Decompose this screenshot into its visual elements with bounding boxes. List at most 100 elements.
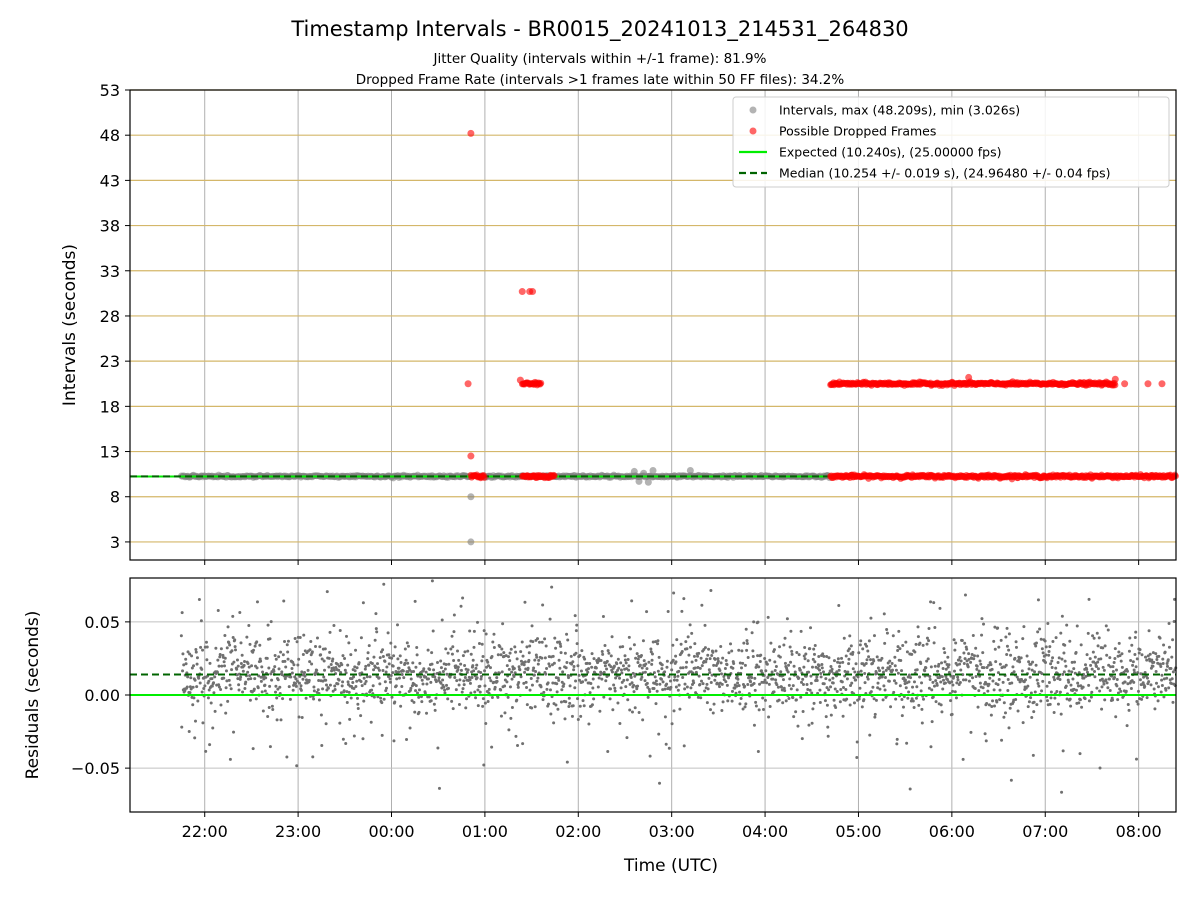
residual-point <box>1014 698 1018 702</box>
residual-point <box>851 667 855 671</box>
residual-point <box>883 675 887 679</box>
residual-point <box>1115 678 1119 682</box>
residual-point <box>481 654 485 658</box>
residual-point <box>235 658 239 662</box>
residual-point <box>950 712 954 716</box>
residual-point <box>1040 672 1044 676</box>
residual-point <box>1156 685 1160 689</box>
residual-point <box>308 660 312 664</box>
residual-point <box>1068 639 1072 643</box>
residual-point <box>561 670 565 674</box>
residual-point <box>873 712 877 716</box>
residual-point <box>1025 654 1029 658</box>
residual-point <box>845 697 849 701</box>
residual-point <box>367 663 371 667</box>
residual-point <box>551 654 555 658</box>
residual-point <box>811 657 815 661</box>
residual-point <box>248 642 252 646</box>
residual-point <box>812 647 816 651</box>
residual-point <box>621 664 625 668</box>
residual-point <box>568 701 572 705</box>
residual-point <box>489 679 493 683</box>
residual-point <box>352 687 356 691</box>
residual-point <box>487 687 491 691</box>
residual-point <box>555 682 559 686</box>
interval-point <box>635 477 643 485</box>
residual-point <box>947 670 951 674</box>
dropped-frame-point <box>965 373 973 381</box>
residual-point <box>681 666 685 670</box>
residual-point <box>188 652 192 656</box>
residual-point <box>1030 716 1034 720</box>
residual-point <box>832 659 836 663</box>
residual-point <box>941 687 945 691</box>
residual-point <box>517 665 521 669</box>
residual-point <box>988 676 992 680</box>
residual-point <box>692 654 696 658</box>
residual-point <box>574 679 578 683</box>
residual-point <box>255 640 259 644</box>
residual-point <box>543 656 547 660</box>
residual-point <box>247 623 251 627</box>
residual-point <box>1002 715 1006 719</box>
residual-point <box>523 660 527 664</box>
residual-point <box>787 683 791 687</box>
residual-point <box>1040 689 1044 693</box>
residual-point <box>342 689 346 693</box>
residual-point <box>927 686 931 690</box>
residual-point <box>1087 699 1091 703</box>
residual-point <box>1125 724 1129 728</box>
residual-point <box>324 683 328 687</box>
residual-point <box>1116 691 1120 695</box>
residual-point <box>467 675 471 679</box>
residual-point <box>725 663 729 667</box>
residual-point <box>436 746 440 750</box>
residual-point <box>562 682 566 686</box>
residual-point <box>503 711 507 715</box>
residual-point <box>557 658 561 662</box>
residual-point <box>991 679 995 683</box>
residual-point <box>569 654 573 658</box>
residual-point <box>1031 660 1035 664</box>
residual-point <box>603 643 607 647</box>
residual-point <box>1098 766 1102 770</box>
residual-point <box>389 641 393 645</box>
residual-point <box>829 665 833 669</box>
residual-point <box>956 678 960 682</box>
residual-point <box>821 670 825 674</box>
residual-point <box>862 663 866 667</box>
residual-point <box>1026 684 1030 688</box>
residual-point <box>1134 630 1138 634</box>
residual-point <box>685 647 689 651</box>
residual-point <box>379 696 383 700</box>
residual-point <box>713 657 717 661</box>
residual-point <box>264 676 268 680</box>
y-tick-label: 38 <box>100 217 120 236</box>
residual-point <box>1087 597 1091 601</box>
residual-point <box>193 736 197 740</box>
residual-point <box>537 640 541 644</box>
residual-point <box>1161 657 1165 661</box>
residual-point <box>573 686 577 690</box>
residual-point <box>1164 688 1168 692</box>
residual-point <box>1046 622 1050 626</box>
residual-point <box>944 667 948 671</box>
residual-point <box>914 642 918 646</box>
residual-point <box>806 659 810 663</box>
residual-point <box>865 644 869 648</box>
residual-point <box>655 689 659 693</box>
plot-frame <box>129 89 1177 561</box>
residual-point <box>332 668 336 672</box>
residual-point <box>855 756 859 760</box>
residual-point <box>420 678 424 682</box>
residual-point <box>375 630 379 634</box>
residual-point <box>645 681 649 685</box>
residual-point <box>671 643 675 647</box>
residual-point <box>197 676 201 680</box>
residual-point <box>810 665 814 669</box>
residual-point <box>938 606 942 610</box>
residual-point <box>1006 688 1010 692</box>
residual-point <box>1134 757 1138 761</box>
residual-point <box>707 668 711 672</box>
residual-point <box>869 658 873 662</box>
